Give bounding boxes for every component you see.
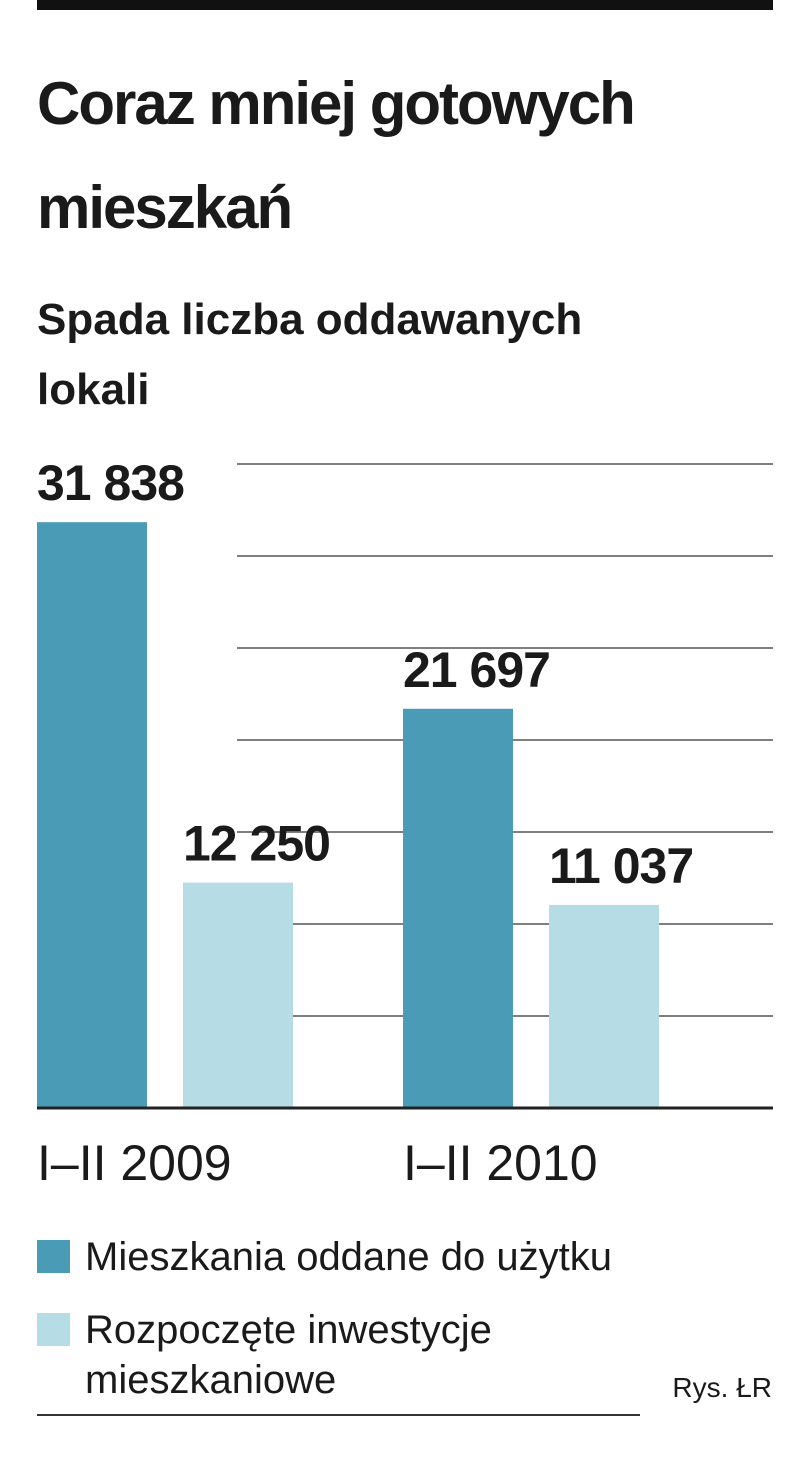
- chart-title: Coraz mniej gotowych mieszkań: [37, 70, 636, 241]
- top-rule: [37, 0, 773, 10]
- legend-item: Mieszkania oddane do użytku: [37, 1232, 785, 1282]
- legend-swatch: [37, 1240, 70, 1273]
- value-label: 31 838: [37, 455, 184, 511]
- bar: [549, 904, 659, 1108]
- x-tick-label: I–II 2010: [403, 1135, 598, 1191]
- x-tick-label: I–II 2009: [37, 1135, 232, 1191]
- legend-label: Rozpoczęte inwestycje mieszkaniowe: [85, 1308, 492, 1402]
- legend-swatch: [37, 1313, 70, 1346]
- legend-label: Mieszkania oddane do użytku: [85, 1235, 612, 1279]
- value-label: 21 697: [403, 642, 550, 698]
- value-label: 11 037: [549, 838, 693, 894]
- bar: [37, 522, 147, 1108]
- source: Rys. ŁR: [672, 1372, 772, 1403]
- bar: [403, 708, 513, 1108]
- value-label: 12 250: [183, 816, 330, 872]
- legend-item: Rozpoczęte inwestycje mieszkaniowe: [37, 1305, 625, 1405]
- chart-subtitle: Spada liczba oddawanych lokali: [37, 295, 583, 414]
- bar: [183, 882, 293, 1108]
